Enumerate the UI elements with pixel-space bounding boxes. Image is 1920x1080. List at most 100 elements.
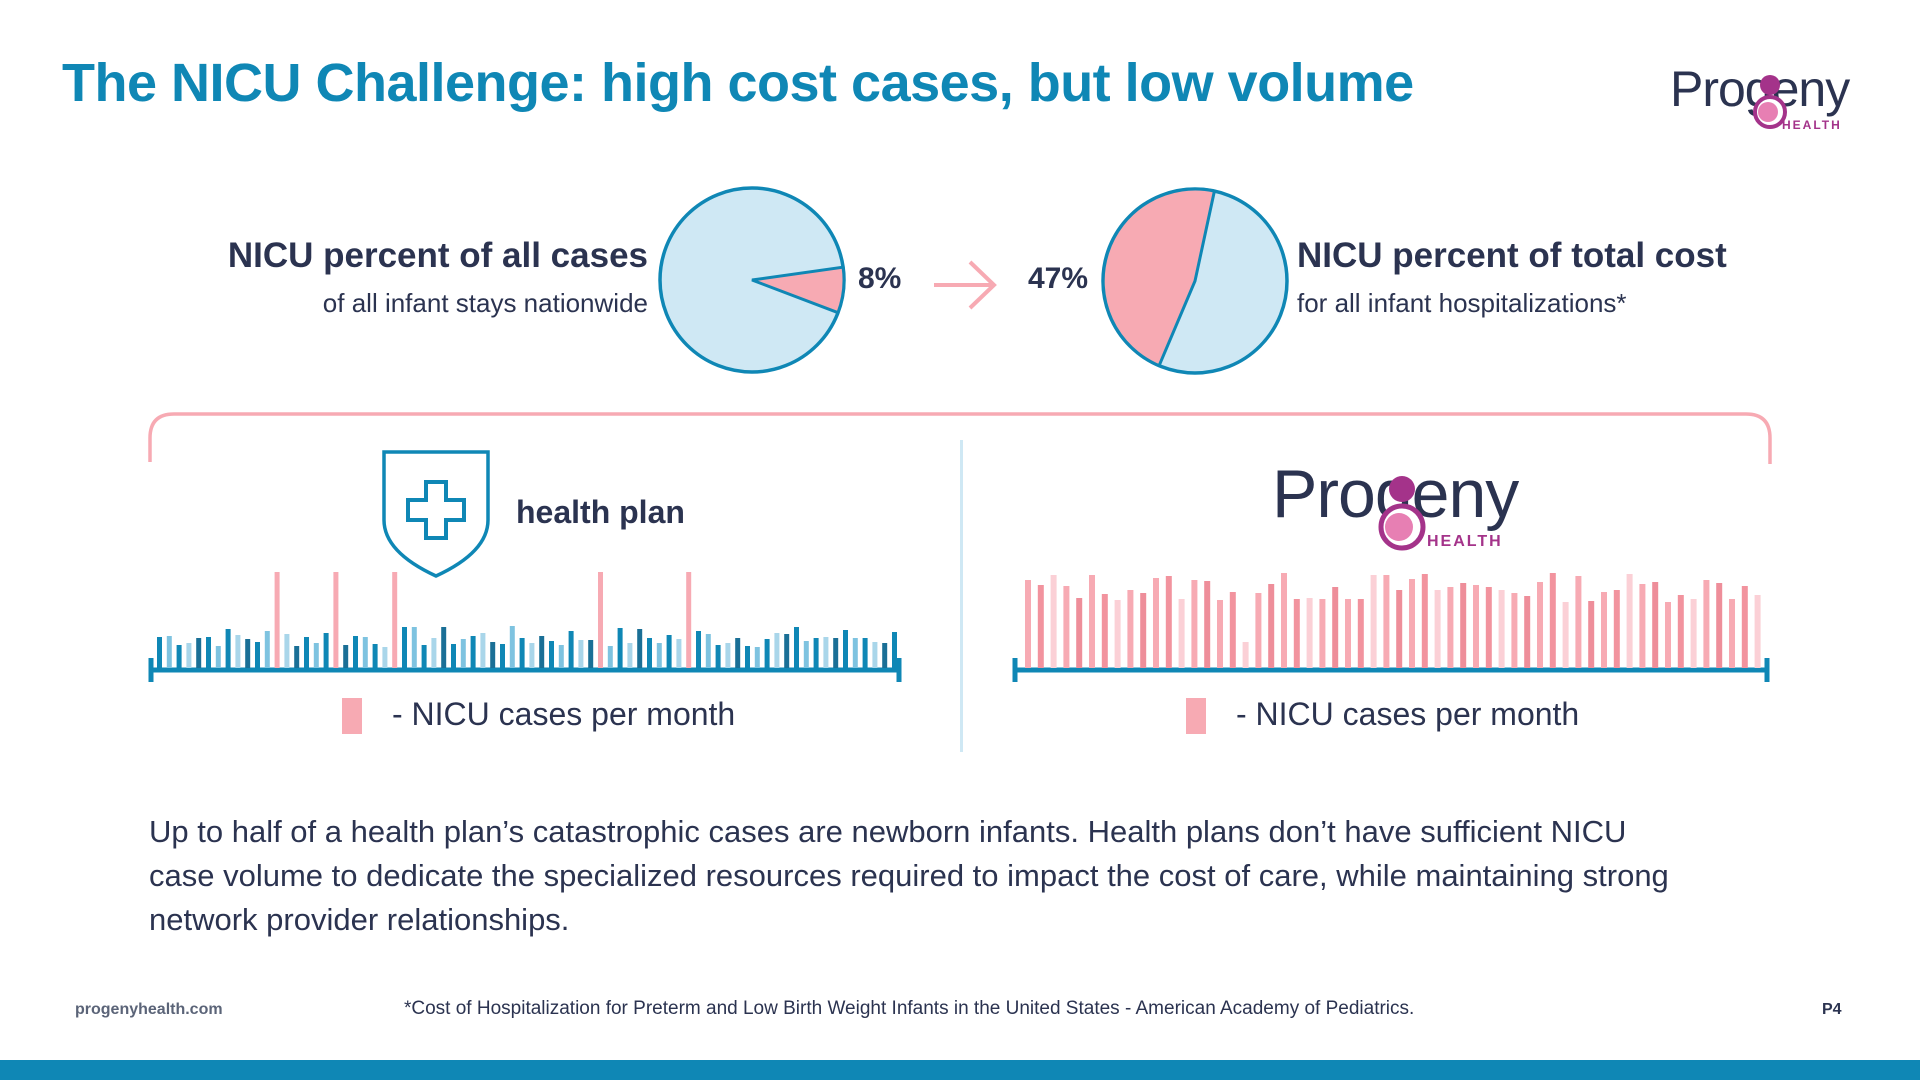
bar-left (715, 645, 721, 668)
bar-right (1076, 598, 1083, 668)
progeny-mark-center-icon (1378, 476, 1426, 551)
bar-left (598, 572, 603, 668)
bar-right (1114, 600, 1121, 668)
bar-right (1613, 590, 1620, 668)
bar-left (852, 638, 858, 668)
bar-right (1165, 576, 1172, 668)
bar-right (1281, 573, 1287, 668)
bar-left (803, 641, 809, 668)
bar-right (1421, 574, 1428, 668)
bar-left (490, 642, 496, 668)
bar-right (1037, 585, 1044, 668)
bar-left (872, 642, 878, 668)
bar-left (558, 645, 564, 668)
bar-left (500, 644, 505, 668)
bar-left (304, 637, 309, 668)
bar-left (813, 638, 819, 668)
bar-left (882, 643, 888, 668)
bar-left (754, 647, 760, 668)
bar-left (225, 629, 231, 668)
bar-right (1639, 584, 1646, 668)
bar-right (1409, 579, 1415, 668)
shield-plus-icon (382, 450, 490, 578)
arrow-right-icon (934, 260, 997, 310)
bar-right (1089, 575, 1095, 668)
stat-cases-sub: of all infant stays nationwide (322, 288, 648, 318)
bar-left (480, 633, 486, 668)
progeny-logo-center: Progeny HEALTH (1272, 455, 1542, 555)
bar-left (666, 635, 672, 668)
bar-right (1140, 593, 1147, 668)
bar-left (509, 626, 515, 668)
bar-right (1383, 575, 1390, 668)
bar-left (206, 637, 211, 668)
bar-left (235, 635, 241, 668)
bar-right (1255, 593, 1262, 668)
bar-right (1153, 578, 1159, 668)
bar-left (705, 634, 711, 668)
bar-left (833, 638, 839, 668)
bar-right (1626, 574, 1633, 668)
bar-left (696, 631, 701, 668)
bar-right (1178, 599, 1185, 668)
page-title: The NICU Challenge: high cost cases, but… (62, 53, 1414, 113)
bar-right (1498, 590, 1505, 668)
bar-left (637, 629, 643, 668)
bar-left (402, 627, 407, 668)
bar-right (1447, 587, 1454, 668)
bar-right (1332, 587, 1339, 668)
bar-right (1549, 573, 1556, 668)
bars-right (1012, 573, 1770, 682)
bar-left (539, 636, 545, 668)
bar-left (441, 627, 447, 668)
bar-left (186, 643, 192, 668)
footer-site[interactable]: progenyhealth.com (75, 1001, 223, 1018)
bar-left (470, 636, 476, 668)
bar-left (294, 646, 300, 668)
bar-right (1063, 586, 1070, 668)
stat-cases-heading: NICU percent of all cases (227, 236, 648, 275)
bar-right (1025, 580, 1031, 668)
bar-left (578, 640, 584, 668)
bar-left (176, 645, 182, 668)
bar-right (1242, 642, 1249, 668)
bar-right (1524, 596, 1531, 668)
stat-cost-heading: NICU percent of total cost (1297, 236, 1727, 275)
bar-left (784, 634, 790, 668)
bar-right (1601, 592, 1607, 668)
bar-left (245, 639, 251, 668)
bar-left (313, 643, 319, 668)
bar-left (892, 632, 897, 668)
progeny-logo-top: Progeny HEALTH (1670, 60, 1860, 140)
bar-right (1754, 595, 1761, 668)
bar-left (519, 638, 525, 668)
health-plan-label: health plan (516, 494, 685, 530)
bar-right (1460, 583, 1467, 668)
bar-right (1703, 580, 1710, 668)
bar-right (1575, 576, 1582, 668)
progeny-mark-icon (1753, 75, 1787, 129)
bar-left (529, 643, 535, 668)
bar-right (1050, 575, 1057, 668)
bar-left (735, 638, 741, 668)
bar-right (1511, 593, 1518, 668)
bar-left (431, 638, 437, 668)
bar-right (1434, 590, 1441, 668)
bar-left (686, 572, 692, 668)
bar-left (656, 643, 662, 668)
bar-left (764, 639, 770, 668)
bar-right (1268, 584, 1275, 668)
pie-cases-slice (751, 265, 846, 315)
legend-swatch-right (1186, 698, 1206, 734)
stat-cost-sub: for all infant hospitalizations* (1297, 288, 1627, 318)
bar-right (1204, 581, 1211, 668)
pie-cost (1101, 187, 1289, 375)
bar-right (1537, 582, 1543, 668)
bar-left (862, 638, 868, 668)
bar-left (255, 642, 260, 668)
pie-cost-slice (1101, 187, 1217, 368)
bar-left (460, 639, 466, 668)
bar-right (1588, 601, 1595, 668)
bar-right (1485, 587, 1492, 668)
bar-left (323, 633, 329, 668)
